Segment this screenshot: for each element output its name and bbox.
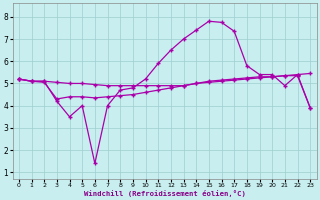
X-axis label: Windchill (Refroidissement éolien,°C): Windchill (Refroidissement éolien,°C) — [84, 190, 245, 197]
